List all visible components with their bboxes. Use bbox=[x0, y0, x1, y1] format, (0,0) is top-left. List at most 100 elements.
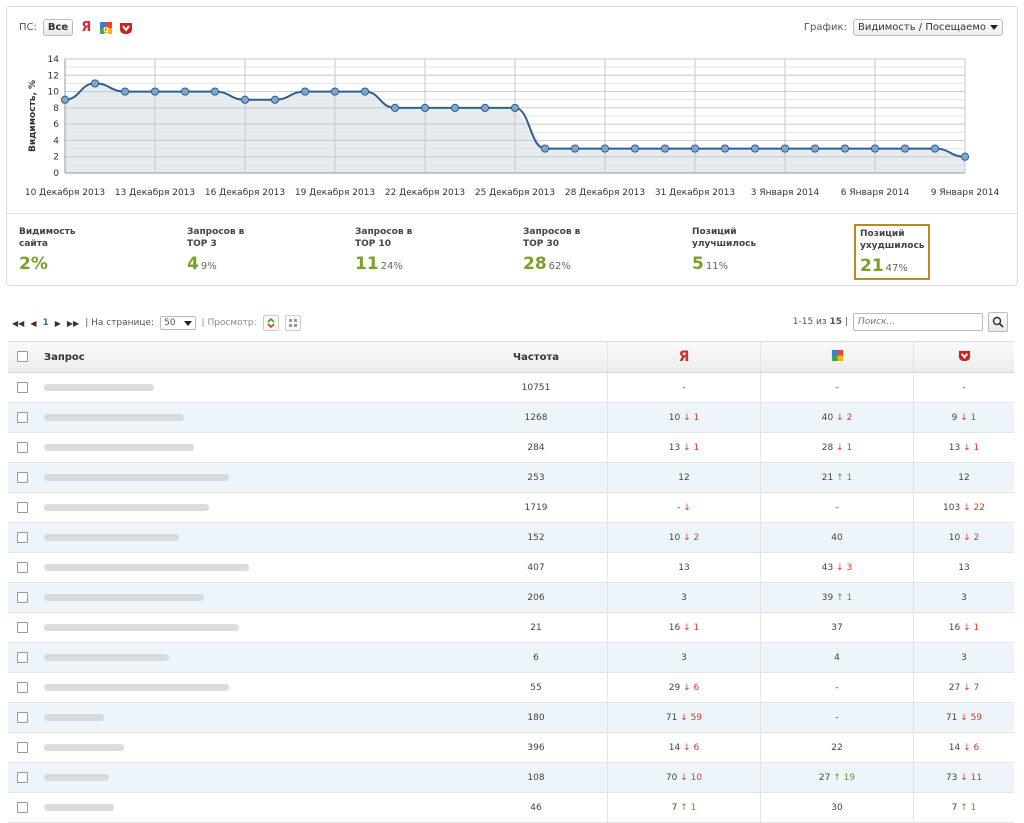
query-cell bbox=[36, 432, 465, 463]
row-checkbox[interactable] bbox=[16, 652, 28, 663]
pagination: ◀◀ ◀ 1 ▶ ▶▶ | На странице: 50 | Просмотр… bbox=[12, 315, 301, 331]
position-change: ↑ 1 bbox=[836, 592, 853, 603]
row-checkbox[interactable] bbox=[16, 442, 28, 453]
table-row[interactable]: 6 3 4 3 bbox=[8, 642, 1014, 673]
next-page-button[interactable]: ▶ bbox=[54, 318, 61, 328]
row-checkbox-cell bbox=[8, 612, 36, 643]
metric-worsened[interactable]: Позиций ухудшилось 21 47% bbox=[854, 224, 931, 280]
metric-title: Запросов в ТОР 3 bbox=[187, 227, 245, 249]
row-checkbox[interactable] bbox=[16, 562, 28, 573]
mail-ru-position-cell: 3 bbox=[913, 582, 1014, 613]
table-row[interactable]: 396 14 ↓ 6 22 14 ↓ 6 bbox=[8, 732, 1014, 763]
metric-top30[interactable]: Запросов в ТОР 30 28 62% bbox=[523, 226, 673, 274]
row-checkbox[interactable] bbox=[16, 472, 28, 483]
table-row[interactable]: 21 16 ↓ 1 37 16 ↓ 1 bbox=[8, 612, 1014, 643]
table-row[interactable]: 55 29 ↓ 6- 27 ↓ 7 bbox=[8, 672, 1014, 703]
all-engines-button[interactable]: Все bbox=[42, 19, 74, 36]
first-page-button[interactable]: ◀◀ bbox=[12, 318, 25, 328]
table-row[interactable]: 10751 - - - bbox=[8, 372, 1014, 403]
header-frequency[interactable]: Частота bbox=[465, 341, 608, 373]
search-input[interactable] bbox=[853, 313, 983, 331]
frequency-cell: 253 bbox=[465, 462, 608, 493]
metric-top3[interactable]: Запросов в ТОР 3 4 9% bbox=[187, 226, 337, 274]
blurred-query-text bbox=[44, 713, 104, 721]
row-checkbox[interactable] bbox=[16, 502, 28, 513]
graph-type-select[interactable]: Видимость / Посещаемо bbox=[852, 19, 1003, 36]
header-query[interactable]: Запрос bbox=[36, 341, 465, 373]
sort-toggle-icon[interactable] bbox=[262, 315, 279, 331]
row-checkbox[interactable] bbox=[16, 802, 28, 813]
data-point bbox=[240, 95, 250, 104]
mail-ru-position-cell: 14 ↓ 6 bbox=[913, 732, 1014, 763]
row-checkbox[interactable] bbox=[16, 772, 28, 783]
table-row[interactable]: 206 3 39 ↑ 1 3 bbox=[8, 582, 1014, 613]
blurred-query-text bbox=[44, 503, 209, 511]
data-point bbox=[120, 87, 130, 96]
query-cell bbox=[36, 642, 465, 673]
mail-ru-position-cell: 13 bbox=[913, 552, 1014, 583]
data-point bbox=[420, 103, 430, 112]
position-value: 27 bbox=[948, 682, 961, 693]
metric-value: 28 bbox=[523, 254, 547, 274]
row-checkbox[interactable] bbox=[16, 382, 28, 393]
graph-selector-row: График: Видимость / Посещаемо bbox=[804, 19, 1003, 36]
header-google[interactable] bbox=[760, 341, 914, 373]
blurred-query-text bbox=[44, 533, 179, 541]
search-engine-filter: ПС: Все Я g bbox=[19, 19, 133, 36]
row-checkbox[interactable] bbox=[16, 742, 28, 753]
metric-improved[interactable]: Позиций улучшилось 5 11% bbox=[692, 226, 842, 274]
table-row[interactable]: 284 13 ↓ 1 28 ↓ 1 13 ↓ 1 bbox=[8, 432, 1014, 463]
graph-label: График: bbox=[803, 22, 847, 33]
prev-page-button[interactable]: ◀ bbox=[30, 318, 37, 328]
query-cell bbox=[36, 702, 465, 733]
data-point bbox=[510, 103, 520, 112]
y-tick-label: 12 bbox=[48, 71, 59, 81]
select-all-checkbox[interactable] bbox=[16, 351, 28, 363]
table-row[interactable]: 108 70 ↓ 10 27 ↑ 19 73 ↓ 11 bbox=[8, 762, 1014, 793]
table-row[interactable]: 253 12 21 ↑ 1 12 bbox=[8, 462, 1014, 493]
data-point bbox=[300, 87, 310, 96]
table-row[interactable]: 152 10 ↓ 2 40 10 ↓ 2 bbox=[8, 522, 1014, 553]
google-position-cell: 30 bbox=[760, 792, 914, 823]
search-icon bbox=[992, 316, 1004, 328]
metric-value: 21 bbox=[860, 256, 884, 276]
grid-view-icon[interactable] bbox=[284, 315, 301, 331]
y-tick-label: 14 bbox=[48, 55, 60, 65]
metric-top10[interactable]: Запросов в ТОР 10 11 24% bbox=[355, 226, 505, 274]
row-checkbox[interactable] bbox=[16, 592, 28, 603]
row-checkbox[interactable] bbox=[16, 682, 28, 693]
google-position-cell: 37 bbox=[760, 612, 914, 643]
google-position-cell: 4 bbox=[760, 642, 914, 673]
header-mail-ru[interactable] bbox=[913, 341, 1014, 373]
table-row[interactable]: 46 7 ↑ 1 30 7 ↑ 1 bbox=[8, 792, 1014, 823]
yandex-position-cell: 10 ↓ 2 bbox=[607, 522, 761, 553]
frequency-cell: 1268 bbox=[465, 402, 608, 433]
data-point bbox=[540, 144, 550, 153]
table-row[interactable]: 1719- ↓ - 103 ↓ 22 bbox=[8, 492, 1014, 523]
google-position-cell: 39 ↑ 1 bbox=[760, 582, 914, 613]
graph-type-value: Видимость / Посещаемо bbox=[857, 22, 986, 33]
blurred-query-text bbox=[44, 563, 249, 571]
current-page[interactable]: 1 bbox=[42, 318, 49, 328]
header-yandex[interactable]: Я bbox=[607, 341, 761, 373]
position-change: ↑ 1 bbox=[836, 472, 853, 483]
frequency-cell: 21 bbox=[465, 612, 608, 643]
mail-ru-icon[interactable] bbox=[119, 21, 133, 35]
row-checkbox[interactable] bbox=[16, 622, 28, 633]
row-checkbox[interactable] bbox=[16, 412, 28, 423]
google-icon[interactable]: g bbox=[99, 21, 113, 35]
position-value: 10 bbox=[948, 532, 961, 543]
search-button[interactable] bbox=[988, 312, 1008, 332]
row-checkbox[interactable] bbox=[16, 532, 28, 543]
x-tick-label: 10 Декабря 2013 bbox=[25, 188, 105, 198]
yandex-icon[interactable]: Я bbox=[81, 20, 92, 35]
table-row[interactable]: 407 13 43 ↓ 3 13 bbox=[8, 552, 1014, 583]
position-change: ↓ 1 bbox=[960, 412, 977, 423]
last-page-button[interactable]: ▶▶ bbox=[66, 318, 80, 328]
per-page-select[interactable]: 50 bbox=[160, 316, 196, 330]
google-position-cell: 28 ↓ 1 bbox=[760, 432, 914, 463]
table-row[interactable]: 180 71 ↓ 59- 71 ↓ 59 bbox=[8, 702, 1014, 733]
mail-ru-position-cell: 3 bbox=[913, 642, 1014, 673]
row-checkbox[interactable] bbox=[16, 712, 28, 723]
